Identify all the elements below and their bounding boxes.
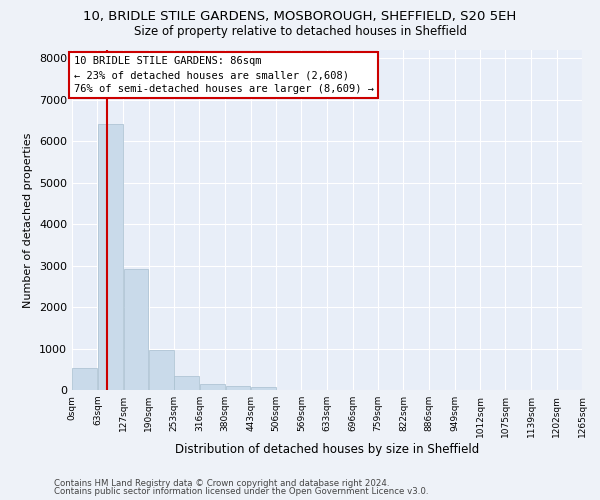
Y-axis label: Number of detached properties: Number of detached properties — [23, 132, 34, 308]
Text: Size of property relative to detached houses in Sheffield: Size of property relative to detached ho… — [133, 25, 467, 38]
Bar — [98, 124, 123, 390]
Bar — [175, 376, 199, 390]
Bar — [200, 384, 225, 390]
X-axis label: Distribution of detached houses by size in Sheffield: Distribution of detached houses by size … — [175, 442, 479, 456]
Text: 10 BRIDLE STILE GARDENS: 86sqm
← 23% of detached houses are smaller (2,608)
76% : 10 BRIDLE STILE GARDENS: 86sqm ← 23% of … — [74, 56, 374, 94]
Text: 10, BRIDLE STILE GARDENS, MOSBOROUGH, SHEFFIELD, S20 5EH: 10, BRIDLE STILE GARDENS, MOSBOROUGH, SH… — [83, 10, 517, 23]
Text: Contains HM Land Registry data © Crown copyright and database right 2024.: Contains HM Land Registry data © Crown c… — [54, 478, 389, 488]
Bar — [226, 386, 250, 390]
Text: Contains public sector information licensed under the Open Government Licence v3: Contains public sector information licen… — [54, 488, 428, 496]
Bar — [251, 387, 275, 390]
Bar — [73, 368, 97, 390]
Bar — [149, 350, 173, 390]
Bar — [124, 269, 148, 390]
